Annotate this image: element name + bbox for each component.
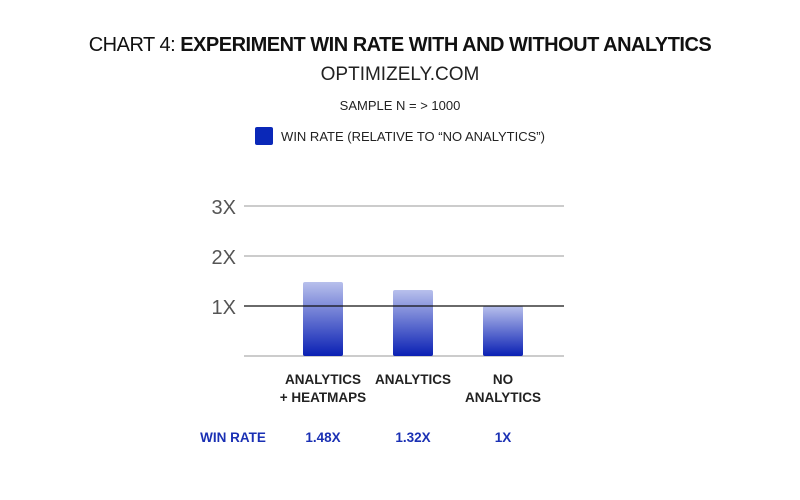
chart-subtitle: OPTIMIZELY.COM — [320, 64, 480, 85]
win-rate-value: 1X — [494, 430, 512, 445]
y-tick-label: 3X — [212, 197, 236, 219]
win-rate-row-label: WIN RATE — [200, 430, 266, 445]
legend: WIN RATE (RELATIVE TO “NO ANALYTICS”) — [0, 127, 800, 145]
bar — [483, 306, 523, 356]
category-label: NO ANALYTICS — [464, 372, 541, 405]
title-main: EXPERIMENT WIN RATE WITH AND WITHOUT ANA… — [180, 34, 712, 56]
title-prefix: CHART 4: — [88, 34, 176, 56]
category-label: ANALYTICS + HEATMAPS — [279, 372, 367, 405]
category-label: ANALYTICS — [374, 372, 451, 387]
sample-size: SAMPLE N = > 1000 — [339, 98, 461, 113]
bar — [303, 282, 343, 356]
y-tick-label: 2X — [212, 247, 236, 269]
y-tick-label: 1X — [212, 297, 236, 319]
chart-title: CHART 4: EXPERIMENT WIN RATE WITH AND WI… — [0, 34, 800, 57]
legend-swatch — [255, 127, 274, 145]
win-rate-value: 1.48X — [305, 430, 341, 445]
win-rate-value: 1.32X — [395, 430, 431, 445]
legend-label: WIN RATE (RELATIVE TO “NO ANALYTICS”) — [281, 128, 545, 144]
bar — [393, 290, 433, 356]
